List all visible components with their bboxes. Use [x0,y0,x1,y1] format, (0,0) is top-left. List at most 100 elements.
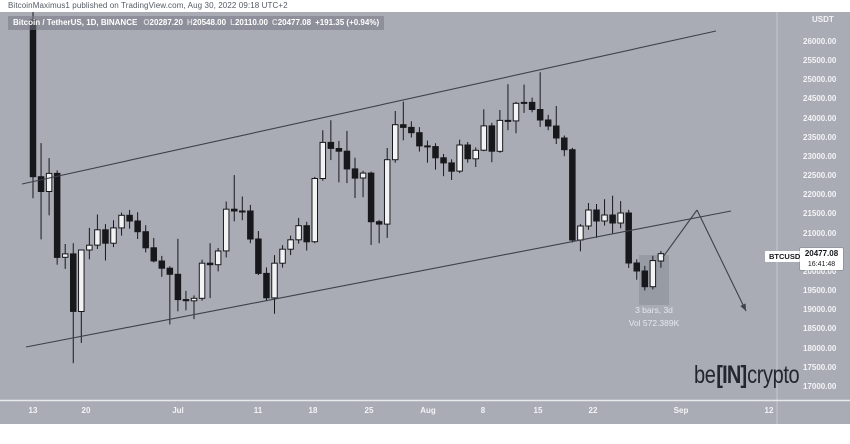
measure-volume-text: Vol 572.389K [628,318,680,328]
high-value: 20548.00 [192,18,227,27]
time-label-20: 20 [81,406,91,415]
candle-2022-07-25 [367,172,375,223]
price-label-20000.00: 20000.00 [803,267,837,276]
attribution-text: BitcoinMaximus1 published on TradingView… [8,1,288,10]
candle-2022-07-22 [343,150,351,170]
candle-2022-08-19 [569,149,576,241]
candle-2022-08-12 [512,102,520,122]
low-label: L [230,18,235,27]
candle-2022-08-15 [536,109,544,121]
candle-2022-07-03 [190,297,198,302]
candle-2022-06-14 [37,176,45,192]
time-label-13: 13 [28,406,38,415]
candle-2022-06-17 [61,253,69,258]
candle-2022-07-02 [182,299,190,302]
time-label-Jul: Jul [172,406,184,415]
candle-2022-07-20 [327,141,335,149]
channel-upper-trendline[interactable] [21,30,717,185]
candle-2022-08-02 [432,146,439,159]
candle-2022-06-24 [118,214,125,229]
candle-2022-08-07 [472,149,479,160]
candle-2022-06-18 [70,253,77,312]
candle-2022-07-16 [295,225,302,241]
candle-2022-07-21 [335,148,343,152]
candle-2022-06-13 [29,19,37,178]
open-label: O [143,18,150,27]
candle-2022-07-18 [311,178,318,243]
price-label-17000.00: 17000.00 [803,382,837,391]
price-label-25500.00: 25500.00 [803,56,837,65]
price-label-17500.00: 17500.00 [803,363,837,372]
candle-2022-07-04 [198,262,206,299]
last-price-tag: 20477.08 16:41:48 [800,248,843,270]
candle-2022-08-30 [657,253,665,262]
logo-part-in: [IN] [716,361,747,389]
projection-down-line[interactable] [696,209,747,312]
candle-2022-06-26 [134,220,141,233]
candle-2022-06-22 [102,229,109,244]
close-value: 20477.08 [277,18,312,27]
candle-2022-07-15 [287,239,294,250]
price-label-23500.00: 23500.00 [803,133,837,142]
candle-2022-08-01 [424,145,431,148]
price-label-19000.00: 19000.00 [803,305,837,314]
projection-up-line[interactable] [662,209,698,258]
candle-2022-08-16 [544,119,552,127]
beincrypto-logo: be[IN]crypto [694,361,800,390]
price-label-22000.00: 22000.00 [803,190,837,199]
candle-2022-08-11 [504,119,512,122]
last-price: 20477.08 [804,249,839,258]
change-value: +191.35 (+0.94%) [315,18,380,27]
candle-2022-08-27 [633,262,640,272]
candle-2022-08-13 [520,101,528,104]
channel-lower-trendline[interactable] [25,210,732,348]
candle-2022-07-31 [416,132,423,147]
candle-2022-08-20 [577,225,584,241]
candle-2022-06-16 [53,172,61,258]
candle-2022-08-25 [617,212,624,224]
candle-2022-06-21 [94,229,101,246]
candle-2022-07-29 [400,124,407,128]
projection-arrowhead [740,303,746,311]
candle-2022-07-19 [319,141,327,179]
candle-2022-06-27 [142,231,149,249]
candle-2022-06-28 [150,247,157,262]
logo-part-crypto: crypto [747,361,800,389]
price-label-23000.00: 23000.00 [803,152,837,161]
time-label-8: 8 [480,406,486,415]
candle-2022-07-17 [303,225,310,243]
candle-2022-07-23 [351,168,359,179]
price-label-21500.00: 21500.00 [803,209,837,218]
candle-2022-08-23 [601,214,608,222]
candle-2022-07-08 [231,208,238,212]
time-label-Aug: Aug [420,406,436,415]
price-label-22500.00: 22500.00 [803,171,837,180]
price-label-21000.00: 21000.00 [803,229,837,238]
measure-annotation: 3 bars, 3d Vol 572.389K [597,304,711,330]
candle-2022-08-03 [440,157,447,164]
price-label-24500.00: 24500.00 [803,94,837,103]
candle-2022-08-29 [649,260,657,288]
candle-2022-07-01 [174,273,182,301]
candle-2022-06-20 [86,244,93,251]
candle-2022-07-09 [239,210,246,213]
candle-2022-08-04 [448,162,455,172]
candle-2022-08-28 [641,270,649,288]
chart-background [0,12,850,424]
candle-2022-07-11 [255,238,262,274]
candle-2022-07-05 [206,262,214,266]
symbol-tag: BTCUSDT [765,251,809,262]
candle-2022-07-28 [392,124,399,161]
candle-2022-08-09 [488,125,496,152]
symbol-title[interactable]: Bitcoin / TetherUS, 1D, BINANCE [13,18,138,27]
candle-2022-07-07 [222,208,230,252]
candle-2022-08-22 [593,209,600,222]
price-axis-unit: USDT [812,15,834,24]
price-label-18500.00: 18500.00 [803,324,837,333]
candle-2022-06-25 [126,214,133,222]
open-value: 20287.20 [149,18,183,27]
candle-2022-07-13 [271,262,278,299]
candle-2022-08-14 [528,101,536,111]
symbol-info-bar[interactable]: Bitcoin / TetherUS, 1D, BINANCE O20287.20… [8,16,385,30]
